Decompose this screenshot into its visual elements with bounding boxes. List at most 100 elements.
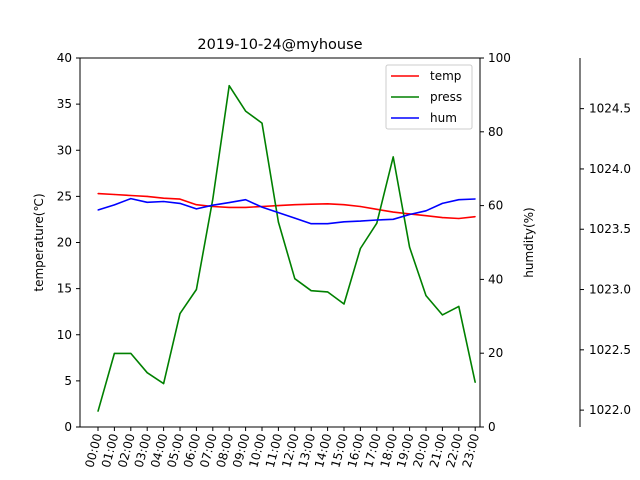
data-point-temp: [441, 216, 443, 219]
data-point-hum: [130, 197, 132, 200]
data-point-hum: [327, 223, 329, 225]
data-point-hum: [261, 206, 263, 208]
data-point-hum: [441, 202, 443, 204]
temp-axis-tick-label: 35: [57, 97, 72, 111]
data-point-hum: [245, 199, 247, 201]
data-point-temp: [277, 205, 279, 207]
temp-axis-tick-label: 40: [57, 51, 72, 65]
data-point-temp: [130, 194, 132, 197]
data-point-hum: [294, 217, 296, 219]
data-point-press: [146, 372, 148, 374]
series-line-hum: [97, 197, 476, 225]
temp-axis-tick-label: 15: [57, 282, 72, 296]
series-line-press: [97, 84, 476, 412]
data-point-temp: [310, 203, 312, 205]
legend: temp press hum: [385, 64, 473, 130]
press-axis-tick-label: 1022.0: [589, 403, 631, 417]
data-point-hum: [195, 208, 197, 210]
plot-frame: [79, 57, 481, 428]
data-point-temp: [359, 205, 361, 208]
hum-axis-tick-label: 40: [488, 272, 503, 286]
data-point-temp: [195, 204, 197, 206]
data-point-press: [163, 382, 165, 385]
chart-title: 2019-10-24@myhouse: [197, 37, 362, 53]
data-point-temp: [425, 215, 427, 217]
press-axis-tick-label: 1023.5: [589, 222, 631, 236]
data-point-temp: [474, 216, 476, 218]
data-point-press: [113, 352, 115, 355]
data-point-temp: [179, 198, 181, 200]
data-point-temp: [327, 203, 329, 205]
data-point-temp: [458, 217, 460, 220]
data-point-temp: [245, 206, 247, 209]
data-point-press: [327, 291, 329, 293]
data-point-hum: [113, 204, 115, 206]
data-point-press: [343, 303, 345, 305]
data-point-press: [310, 290, 312, 292]
data-point-temp: [163, 197, 165, 199]
data-point-press: [195, 288, 197, 291]
hum-axis-tick-label: 80: [488, 125, 503, 139]
data-point-hum: [277, 212, 279, 214]
temperature-axis-label: temperature(℃): [32, 193, 46, 291]
press-axis-tick-label: 1023.0: [589, 283, 631, 297]
data-point-press: [441, 314, 443, 316]
hum-axis-tick-label: 20: [488, 346, 503, 360]
data-point-press: [425, 294, 427, 297]
data-point-hum: [392, 218, 394, 220]
data-point-press: [376, 222, 378, 224]
legend-label-hum: hum: [430, 111, 457, 125]
data-point-hum: [310, 223, 312, 225]
temp-axis-tick-label: 20: [57, 236, 72, 250]
data-point-hum: [146, 201, 148, 203]
data-point-hum: [409, 213, 411, 216]
data-point-hum: [359, 220, 361, 222]
legend-label-temp: temp: [430, 69, 461, 83]
data-point-temp: [294, 204, 296, 206]
temp-axis-tick-label: 0: [64, 420, 72, 434]
hum-axis-tick-label: 100: [488, 51, 511, 65]
data-point-press: [245, 110, 247, 112]
data-point-hum: [425, 210, 427, 212]
temp-axis-tick-label: 10: [57, 328, 72, 342]
temp-axis-tick-label: 25: [57, 189, 72, 203]
press-axis-tick-label: 1024.0: [589, 162, 631, 176]
data-point-hum: [228, 202, 230, 204]
data-point-hum: [376, 219, 378, 221]
data-point-press: [294, 278, 296, 280]
data-point-press: [228, 85, 230, 87]
data-point-press: [458, 305, 460, 308]
data-point-temp: [212, 205, 214, 208]
data-point-press: [474, 381, 476, 383]
data-point-press: [97, 410, 99, 412]
data-point-hum: [163, 200, 165, 203]
data-point-press: [392, 156, 394, 158]
data-point-temp: [343, 204, 345, 206]
data-point-press: [261, 122, 263, 124]
data-point-temp: [97, 193, 99, 195]
data-point-temp: [228, 206, 230, 209]
data-point-hum: [343, 221, 345, 223]
data-point-press: [212, 198, 214, 200]
data-point-temp: [392, 211, 394, 213]
legend-frame: [385, 64, 473, 130]
legend-label-press: press: [430, 90, 462, 104]
data-point-press: [409, 246, 411, 248]
press-axis-tick-label: 1024.5: [589, 102, 631, 116]
humidity-axis-label: humdity(%): [522, 207, 536, 277]
data-point-press: [130, 352, 132, 355]
data-point-press: [179, 313, 181, 315]
data-point-press: [277, 221, 279, 223]
data-point-temp: [376, 208, 378, 210]
data-point-press: [359, 247, 361, 250]
temp-axis-tick-label: 30: [57, 143, 72, 157]
data-point-temp: [146, 195, 148, 197]
hum-axis-tick-label: 60: [488, 199, 503, 213]
data-point-temp: [113, 193, 115, 196]
data-point-hum: [458, 199, 460, 201]
data-point-hum: [212, 204, 214, 206]
data-point-hum: [179, 202, 181, 204]
temp-axis-tick-label: 5: [64, 374, 72, 388]
data-point-hum: [97, 209, 99, 211]
